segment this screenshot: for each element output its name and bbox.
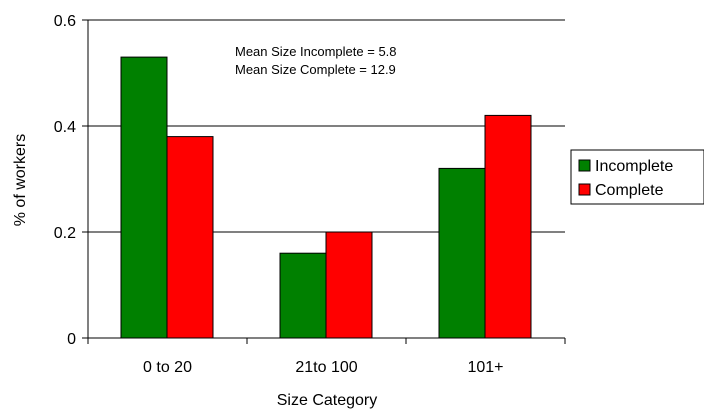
bar-complete-0 [166, 136, 214, 339]
annotation-mean-complete: Mean Size Complete = 12.9 [235, 62, 396, 77]
legend-swatch-complete [578, 183, 591, 196]
bars [120, 56, 532, 339]
bar-complete-2 [484, 114, 532, 339]
bar-complete-1 [325, 231, 373, 339]
y-tick-label-1: 0.2 [54, 225, 76, 242]
x-tick-label-1: 21to 100 [295, 359, 357, 376]
bar-incomplete-2 [438, 167, 486, 339]
y-axis-label: % of workers [12, 134, 29, 226]
axes [82, 19, 566, 344]
legend-swatch-incomplete [578, 159, 591, 172]
legend-box [570, 149, 704, 205]
x-tick-label-0: 0 to 20 [143, 359, 192, 376]
x-tick-label-2: 101+ [467, 359, 503, 376]
x-axis-label: Size Category [277, 392, 378, 409]
bar-incomplete-1 [279, 252, 327, 339]
y-tick-label-2: 0.4 [54, 119, 76, 136]
legend: Incomplete Complete [570, 149, 704, 205]
legend-label-incomplete: Incomplete [595, 158, 673, 175]
legend-label-complete: Complete [595, 182, 664, 199]
tick-labels: 0 0.2 0.4 0.6 0 to 20 21to 100 101+ [54, 13, 504, 376]
y-tick-label-0: 0 [67, 331, 76, 348]
bar-incomplete-0 [120, 56, 168, 339]
y-tick-label-3: 0.6 [54, 13, 76, 30]
annotation-mean-incomplete: Mean Size Incomplete = 5.8 [235, 44, 397, 59]
